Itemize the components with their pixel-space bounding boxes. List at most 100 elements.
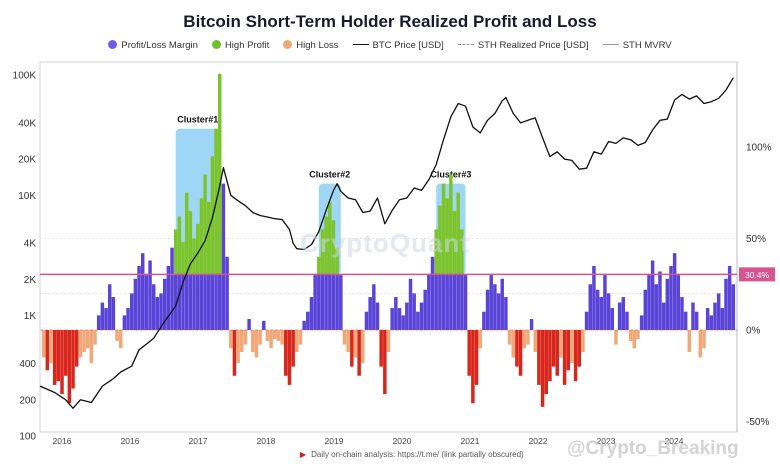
margin-bar	[126, 308, 130, 330]
left-axis-tick: 400	[19, 359, 36, 370]
loss-bar	[379, 330, 383, 367]
loss-bar	[41, 330, 46, 358]
loss-bar	[518, 330, 523, 376]
chart-legend: Profit/Loss Margin High Profit High Loss BT…	[0, 40, 780, 51]
margin-bar	[647, 275, 651, 330]
left-axis-tick: 20K	[18, 155, 36, 166]
loss-bar	[60, 330, 64, 395]
margin-bar	[416, 311, 420, 330]
margin-bar	[144, 275, 149, 330]
loss-bar	[243, 330, 248, 345]
margin-bar	[529, 319, 534, 330]
high-profit-bar	[320, 229, 325, 275]
margin-bar	[218, 274, 222, 330]
loss-bar	[52, 330, 57, 385]
margin-bar	[705, 308, 710, 330]
margin-bar	[181, 274, 185, 330]
margin-bar	[313, 275, 317, 330]
high-profit-bar	[324, 216, 328, 275]
margin-bar	[625, 311, 629, 330]
loss-bar	[295, 330, 299, 352]
loss-bar	[115, 330, 119, 341]
margin-bar	[449, 274, 453, 330]
left-axis-tick: 1K	[24, 311, 37, 322]
loss-bar	[269, 330, 273, 349]
legend-item: Profit/Loss Margin	[108, 40, 198, 51]
legend-item: STH MVRV	[602, 40, 672, 51]
loss-bar	[342, 330, 347, 345]
margin-bar	[199, 274, 204, 330]
loss-bar	[276, 330, 281, 341]
loss-bar	[361, 330, 365, 363]
x-axis-tick: 2021	[461, 436, 480, 446]
margin-bar	[661, 302, 666, 330]
loss-bar	[474, 330, 479, 385]
cryptoquant-watermark: CryptoQuant	[300, 228, 470, 258]
x-axis-tick: 2016	[53, 436, 72, 446]
loss-bar	[298, 330, 303, 345]
loss-bar	[702, 330, 706, 349]
loss-bar	[511, 330, 515, 358]
left-axis-tick: 40K	[18, 118, 36, 129]
loss-bar	[74, 330, 79, 367]
margin-bar	[335, 274, 339, 330]
margin-bar	[504, 297, 508, 330]
high-profit-bar	[184, 192, 189, 275]
margin-bar	[603, 275, 607, 330]
margin-bar	[162, 278, 167, 330]
high-profit-bar	[195, 223, 200, 275]
high-profit-bar	[207, 201, 211, 275]
margin-bar	[151, 284, 156, 330]
margin-bar	[133, 278, 138, 330]
margin-bar	[401, 315, 405, 330]
high-profit-bar	[434, 229, 438, 275]
margin-bar	[588, 284, 593, 330]
margin-bar	[397, 308, 402, 330]
high-profit-bar	[449, 174, 453, 275]
loss-bar	[507, 330, 512, 345]
legend-line-icon	[352, 44, 369, 45]
margin-bar	[100, 302, 105, 330]
right-axis-tick: -50%	[746, 417, 769, 428]
loss-bar	[522, 330, 526, 349]
loss-bar	[577, 330, 582, 367]
cluster-label: Cluster#1	[177, 115, 218, 125]
margin-bar	[302, 320, 306, 330]
margin-bar	[129, 293, 134, 330]
margin-bar	[247, 319, 251, 330]
loss-bar	[614, 330, 618, 345]
loss-bar	[533, 330, 537, 352]
loss-bar	[562, 330, 567, 385]
loss-bar	[232, 330, 237, 376]
margin-bar	[639, 315, 644, 330]
margin-bar	[599, 297, 604, 330]
loss-bar	[526, 330, 530, 345]
margin-bar	[262, 320, 266, 330]
margin-bar	[485, 289, 490, 330]
loss-bar	[383, 330, 387, 395]
threshold-badge	[739, 267, 775, 282]
margin-bar	[375, 302, 380, 330]
margin-bar	[166, 265, 171, 330]
loss-bar	[551, 330, 556, 367]
legend-label: STH Realized Price [USD]	[477, 40, 589, 51]
margin-bar	[463, 275, 468, 330]
margin-bar	[427, 275, 431, 330]
margin-bar	[195, 274, 200, 330]
high-profit-bar	[328, 201, 332, 275]
margin-bar	[709, 315, 714, 330]
margin-bar	[412, 293, 416, 330]
loss-bar	[540, 330, 545, 407]
loss-bar	[357, 330, 361, 376]
margin-bar	[309, 297, 314, 330]
loss-bar	[544, 330, 548, 395]
margin-bar	[177, 274, 182, 330]
loss-bar	[632, 330, 637, 349]
margin-bar	[669, 265, 673, 330]
margin-bar	[221, 183, 226, 330]
high-profit-bar	[218, 73, 222, 275]
loss-bar	[89, 330, 94, 363]
margin-bar	[419, 302, 424, 330]
margin-bar	[137, 265, 141, 330]
margin-bar	[724, 278, 728, 330]
